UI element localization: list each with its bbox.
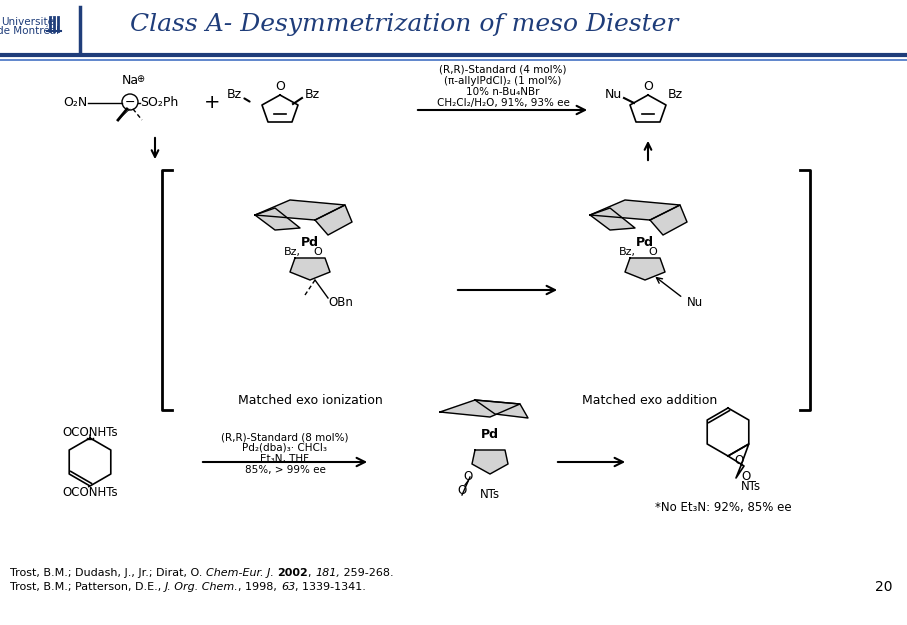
Text: Bz: Bz (227, 89, 242, 101)
Text: SO₂Ph: SO₂Ph (140, 96, 179, 109)
Text: CH₂Cl₂/H₂O, 91%, 93% ee: CH₂Cl₂/H₂O, 91%, 93% ee (436, 98, 570, 108)
Text: O: O (734, 454, 744, 468)
Text: 63: 63 (281, 582, 295, 592)
Text: 2002: 2002 (278, 568, 308, 578)
Text: Trost, B.M.; Dudash, J., Jr.; Dirat, O.: Trost, B.M.; Dudash, J., Jr.; Dirat, O. (10, 568, 206, 578)
Text: OCONHTs: OCONHTs (63, 426, 118, 439)
Text: *No Et₃N: 92%, 85% ee: *No Et₃N: 92%, 85% ee (655, 501, 792, 514)
Text: 181,: 181, (315, 568, 340, 578)
Text: O: O (275, 80, 285, 93)
Text: Pd: Pd (481, 428, 499, 441)
Polygon shape (255, 200, 345, 220)
Text: (R,R)-Standard (4 mol%): (R,R)-Standard (4 mol%) (439, 65, 567, 75)
Text: Class A- Desymmetrization of meso Diester: Class A- Desymmetrization of meso Dieste… (130, 14, 678, 36)
Text: , 1339-1341.: , 1339-1341. (295, 582, 366, 592)
Text: OBn: OBn (328, 296, 353, 309)
Text: O: O (457, 484, 466, 496)
Polygon shape (590, 200, 680, 220)
Text: OCONHTs: OCONHTs (63, 486, 118, 499)
Polygon shape (475, 400, 528, 418)
Text: O: O (463, 471, 473, 484)
Text: (π-allylPdCl)₂ (1 mol%): (π-allylPdCl)₂ (1 mol%) (444, 76, 561, 86)
Polygon shape (255, 208, 300, 230)
Polygon shape (440, 400, 520, 417)
Text: Bz,: Bz, (619, 247, 636, 257)
Text: NTs: NTs (741, 479, 761, 492)
Text: Nu: Nu (687, 296, 703, 309)
Text: Université: Université (2, 17, 54, 27)
Text: Trost, B.M.; Patterson, D.E.,: Trost, B.M.; Patterson, D.E., (10, 582, 165, 592)
Polygon shape (472, 450, 508, 474)
Text: Na: Na (122, 74, 139, 87)
Text: O: O (649, 247, 658, 257)
Text: Pd: Pd (301, 236, 319, 249)
Text: Chem-Eur. J.: Chem-Eur. J. (206, 568, 278, 578)
Text: +: + (204, 94, 220, 112)
Text: −: − (125, 96, 135, 109)
Polygon shape (650, 205, 687, 235)
Text: J. Org. Chem.: J. Org. Chem. (165, 582, 239, 592)
Polygon shape (290, 258, 330, 280)
Text: Bz,: Bz, (284, 247, 300, 257)
Text: (R,R)-Standard (8 mol%): (R,R)-Standard (8 mol%) (221, 432, 349, 442)
Text: Pd₂(dba)₃· CHCl₃: Pd₂(dba)₃· CHCl₃ (242, 443, 327, 453)
Text: 10% n-Bu₄NBr: 10% n-Bu₄NBr (466, 87, 540, 97)
Text: NTs: NTs (480, 489, 500, 501)
Text: Pd: Pd (636, 236, 654, 249)
Text: de Montréal: de Montréal (0, 26, 59, 36)
Text: ⊕: ⊕ (136, 74, 144, 84)
Text: Bz: Bz (305, 89, 320, 101)
Text: Nu: Nu (605, 89, 622, 101)
Text: O: O (741, 469, 750, 482)
Text: O: O (643, 80, 653, 93)
Polygon shape (315, 205, 352, 235)
Text: 85%, > 99% ee: 85%, > 99% ee (245, 465, 326, 475)
Text: 259-268.: 259-268. (340, 568, 394, 578)
Polygon shape (590, 208, 635, 230)
Text: Bz: Bz (668, 89, 683, 101)
Text: Matched exo addition: Matched exo addition (582, 394, 717, 406)
Text: O: O (314, 247, 322, 257)
Text: Matched exo ionization: Matched exo ionization (238, 394, 383, 406)
Polygon shape (625, 258, 665, 280)
Text: ,: , (308, 568, 315, 578)
Text: O₂N: O₂N (63, 96, 88, 109)
Text: Et₃N, THF: Et₃N, THF (260, 454, 309, 464)
Text: 20: 20 (875, 580, 893, 594)
Text: , 1998,: , 1998, (239, 582, 281, 592)
